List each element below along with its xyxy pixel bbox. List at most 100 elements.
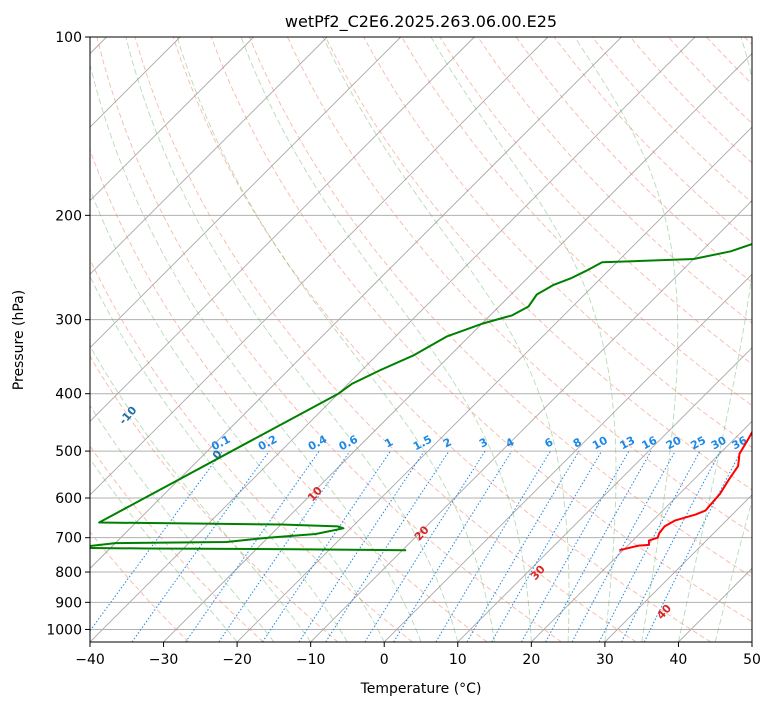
isotherm-line — [604, 494, 752, 642]
moist-adiabat — [176, 37, 496, 642]
dry-adiabat — [477, 37, 752, 324]
x-axis-title: Temperature (°C) — [360, 681, 482, 697]
mixing-ratio-line — [521, 450, 630, 642]
moist-adiabat — [125, 37, 459, 642]
moist-adiabat — [90, 275, 348, 642]
mixing-ratio-line — [364, 450, 486, 642]
isotherm-line — [90, 37, 622, 570]
moist-adiabat — [240, 37, 532, 642]
mixing-ratio-label: 0.6 — [337, 433, 361, 454]
mixing-ratio-label: 36 — [730, 434, 750, 453]
moist-adiabat — [322, 37, 570, 642]
dry-adiabat-label: 40 — [654, 602, 674, 622]
mixing-ratio-line — [598, 450, 701, 642]
dry-adiabat-label: 30 — [528, 562, 548, 582]
mixing-ratio-line — [393, 450, 513, 642]
x-tick-label: 10 — [449, 652, 467, 668]
mixing-ratio-line — [435, 450, 551, 642]
isotherm-line — [163, 52, 752, 642]
isotherm-line — [90, 37, 402, 349]
mixing-ratio-label: 13 — [618, 434, 638, 453]
x-tick-label: −10 — [296, 652, 326, 668]
mixing-ratio-line — [262, 450, 391, 642]
isotherm-line — [531, 420, 752, 642]
moist-adiabat — [90, 458, 238, 642]
mixing-ratio-label: 10 — [590, 434, 610, 453]
dry-adiabat — [90, 148, 488, 642]
isotherm-line — [90, 37, 254, 202]
dry-adiabat — [90, 445, 264, 642]
isotherm-line — [457, 347, 752, 642]
dry-adiabat — [401, 37, 752, 407]
moist-adiabat — [714, 499, 752, 642]
mixing-ratio-label: 0.4 — [306, 433, 330, 454]
temperature-profile — [619, 430, 752, 552]
dry-adiabat — [90, 258, 413, 642]
mixing-ratio-label: 30 — [709, 434, 729, 453]
mixing-ratio-line — [466, 450, 580, 642]
isotherm-line — [236, 126, 752, 642]
y-tick-label: 300 — [55, 313, 82, 329]
isotherm-line — [678, 567, 752, 642]
dry-adiabat — [210, 37, 752, 623]
y-tick-label: 500 — [55, 444, 82, 460]
isotherm-line — [751, 641, 752, 642]
x-tick-label: 0 — [380, 652, 389, 668]
plot-data: 0.10.20.40.611.52346810131620253036-100-… — [35, 243, 752, 622]
y-tick-label: 900 — [55, 595, 82, 611]
plot-background-lines — [90, 37, 752, 642]
dry-adiabat — [325, 37, 752, 491]
isotherm-line — [310, 200, 752, 642]
isotherm-line — [383, 273, 752, 642]
mixing-ratio-label: 1.5 — [411, 433, 434, 454]
dry-adiabat — [515, 37, 752, 284]
x-tick-label: 20 — [522, 652, 540, 668]
isotherm-line — [90, 37, 549, 496]
y-tick-label: 100 — [55, 30, 82, 46]
moist-adiabat — [430, 37, 617, 642]
moist-adiabat — [574, 37, 679, 642]
mixing-ratio-line — [545, 450, 652, 642]
y-axis-title: Pressure (hPa) — [11, 290, 27, 390]
x-tick-label: 40 — [670, 652, 688, 668]
moist-adiabat — [90, 62, 422, 642]
x-tick-label: 50 — [743, 652, 761, 668]
y-tick-label: 700 — [55, 531, 82, 547]
mixing-ratio-line — [131, 450, 270, 642]
moist-adiabat — [90, 404, 275, 642]
mixing-ratio-line — [325, 450, 450, 642]
mixing-ratio-label: 1 — [382, 435, 395, 450]
chart-title: wetPf2_C2E6.2025.263.06.00.E25 — [285, 12, 557, 32]
x-tick-label: −30 — [149, 652, 179, 668]
dry-adiabat — [706, 37, 752, 85]
dry-adiabat — [629, 37, 752, 164]
dry-adiabat — [668, 37, 752, 125]
y-tick-label: 1000 — [46, 622, 82, 638]
moist-adiabat — [90, 345, 312, 642]
y-tick-label: 800 — [55, 565, 82, 581]
x-tick-label: −20 — [222, 652, 252, 668]
dry-adiabat — [134, 37, 637, 642]
moist-adiabat — [90, 188, 385, 642]
mixing-ratio-label: 20 — [664, 433, 684, 452]
dry-adiabat — [248, 37, 752, 578]
isotherm-line — [90, 37, 475, 422]
moist-adiabat — [677, 37, 752, 642]
mixing-ratio-label: 25 — [688, 434, 708, 453]
mixing-ratio-label: 6 — [542, 435, 555, 450]
dry-adiabat — [744, 37, 752, 46]
isotherm-line — [90, 37, 328, 275]
dry-adiabat-label: 20 — [412, 523, 432, 543]
axes: −40 −30 −20 −10 0 10 20 30 40 5010020030040050060… — [46, 30, 761, 668]
dry-adiabat-label: -10 — [117, 403, 140, 427]
mixing-ratio-line — [218, 450, 351, 642]
mixing-ratio-label: 16 — [640, 433, 660, 452]
y-tick-label: 600 — [55, 491, 82, 507]
mixing-ratio-label: 3 — [477, 435, 490, 450]
plot-frame — [89, 36, 753, 643]
y-tick-label: 200 — [55, 208, 82, 224]
dry-adiabat-label: -20 — [35, 364, 58, 388]
dry-adiabat — [96, 37, 562, 642]
y-tick-label: 400 — [55, 387, 82, 403]
